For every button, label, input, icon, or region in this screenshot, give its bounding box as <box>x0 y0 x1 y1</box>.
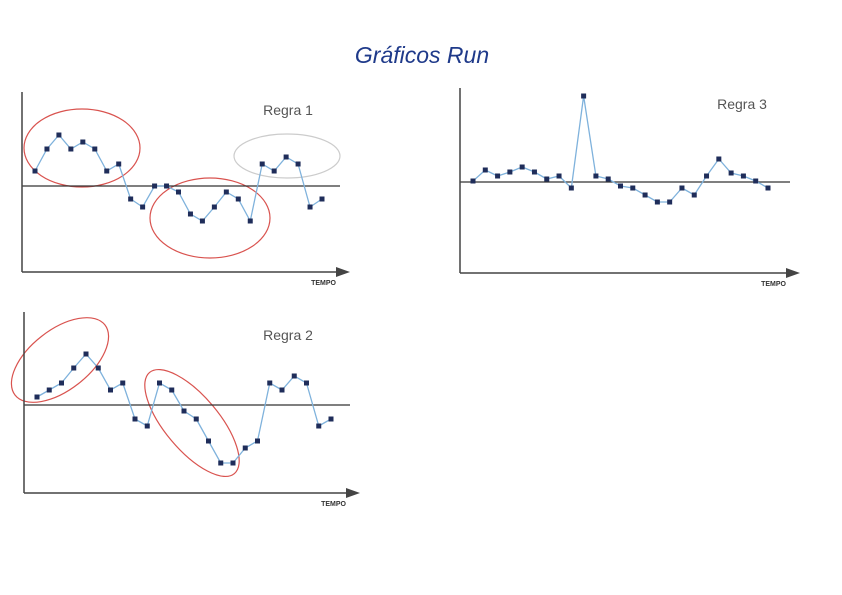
point <box>605 176 611 182</box>
point <box>211 204 217 210</box>
point <box>654 199 660 205</box>
point <box>46 387 52 393</box>
point <box>316 423 322 429</box>
point <box>328 416 334 422</box>
x-axis-label: TEMPO <box>321 501 346 508</box>
x-axis-label: TEMPO <box>761 281 786 288</box>
point <box>230 460 236 466</box>
chart-title: Regra 1 <box>263 102 313 118</box>
point <box>691 192 697 198</box>
point <box>104 168 110 174</box>
point <box>132 416 138 422</box>
point <box>593 173 599 179</box>
point <box>716 156 722 162</box>
point <box>291 373 297 379</box>
point <box>728 170 734 176</box>
point <box>753 178 759 184</box>
x-axis-arrow <box>336 267 350 277</box>
point <box>181 408 187 414</box>
point <box>152 183 158 189</box>
point <box>44 146 50 152</box>
point <box>128 196 134 202</box>
point <box>679 185 685 191</box>
run-ellipse <box>144 368 240 478</box>
point <box>507 169 513 175</box>
x-axis-label: TEMPO <box>311 280 336 287</box>
point <box>223 189 229 195</box>
x-axis-arrow <box>786 268 800 278</box>
chart-title: Regra 2 <box>263 327 313 343</box>
point <box>271 168 277 174</box>
point <box>176 189 181 195</box>
point <box>56 132 62 138</box>
slide-title: Gráficos Run <box>355 42 489 68</box>
point <box>144 423 150 429</box>
point <box>519 164 525 170</box>
point <box>247 218 253 224</box>
point <box>255 438 260 444</box>
point <box>556 173 562 179</box>
annotations <box>10 108 341 478</box>
point <box>116 161 122 167</box>
point <box>283 154 289 160</box>
point <box>187 211 193 217</box>
point <box>169 387 175 393</box>
point <box>164 183 170 189</box>
point <box>581 93 587 99</box>
point <box>667 199 673 205</box>
point <box>307 204 313 210</box>
point <box>108 387 113 393</box>
point <box>235 196 241 202</box>
point <box>92 146 98 152</box>
point <box>482 167 488 173</box>
point <box>157 380 162 386</box>
point <box>68 146 74 152</box>
point <box>259 161 265 167</box>
point <box>242 445 248 451</box>
run-ellipse <box>233 133 341 179</box>
point <box>206 438 211 444</box>
point <box>704 173 710 179</box>
chart-title: Regra 3 <box>717 96 767 112</box>
point <box>618 183 623 189</box>
point <box>765 185 771 191</box>
point <box>193 416 199 422</box>
run-ellipse <box>149 177 271 259</box>
point <box>740 173 746 179</box>
point <box>32 168 38 174</box>
point <box>304 380 309 386</box>
point <box>544 176 550 182</box>
point <box>71 365 77 371</box>
point <box>495 173 501 179</box>
point <box>319 196 325 202</box>
point <box>295 161 301 167</box>
point <box>218 460 224 466</box>
point <box>120 380 126 386</box>
point <box>59 380 64 386</box>
point <box>630 185 636 191</box>
point <box>531 169 537 175</box>
run-ellipse <box>10 317 110 403</box>
point <box>470 178 476 184</box>
point <box>80 139 86 145</box>
point <box>34 394 40 400</box>
point <box>642 192 648 198</box>
point <box>199 218 205 224</box>
run-ellipse <box>23 108 141 188</box>
x-axis-arrow <box>346 488 360 498</box>
point <box>568 185 574 191</box>
point <box>83 351 89 357</box>
point <box>140 204 146 210</box>
point <box>267 380 273 386</box>
point <box>95 365 101 371</box>
point <box>279 387 285 393</box>
